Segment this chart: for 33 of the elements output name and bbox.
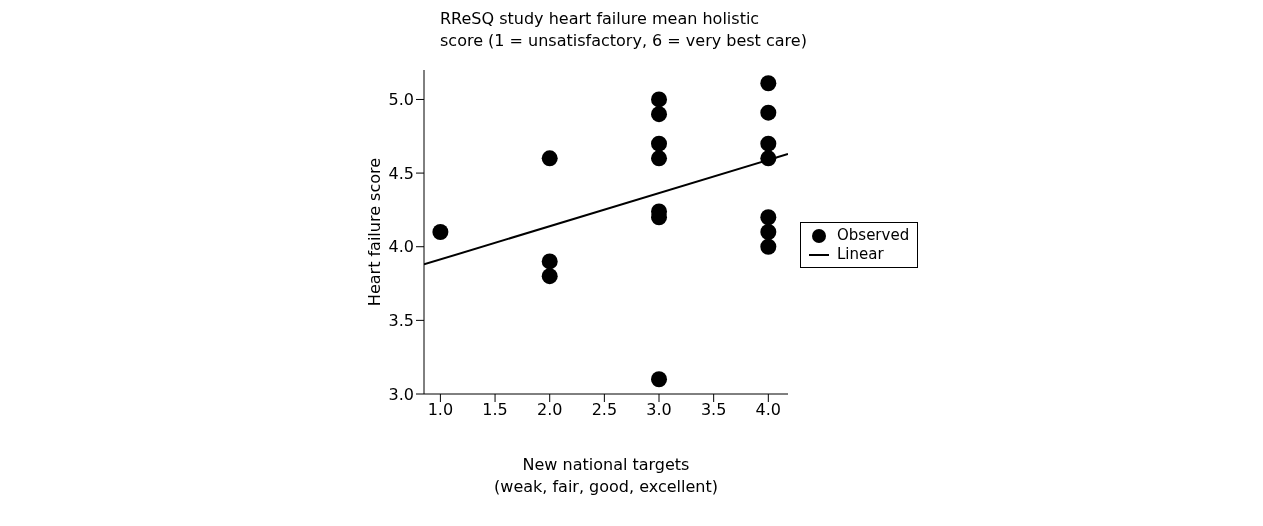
point [760,135,777,152]
x-tick-label: 2.0 [536,400,563,420]
point [541,150,558,167]
legend-label: Observed [837,226,910,245]
point [651,135,668,152]
point [432,224,449,240]
point [760,150,777,167]
legend-label: Linear [837,245,884,264]
x-axis-title: New national targets (weak, fair, good, excellent) [493,454,719,498]
x-tick-label: 3.5 [700,400,727,420]
chart-title: RReSQ study heart failure mean holistic score (1 = unsatisfactory, 6 = very best care) [440,8,807,52]
y-tick-label: 4.5 [388,163,414,183]
point [651,371,668,388]
point [651,150,668,167]
point [760,224,777,240]
point [760,75,777,92]
y-axis-title: Heart failure score [364,157,384,307]
point [651,106,668,123]
y-tick-label: 3.5 [388,311,414,331]
y-tick-label: 5.0 [388,90,414,110]
point [760,104,777,121]
point [541,253,558,270]
point [541,268,558,285]
x-tick-label: 1.5 [482,400,508,420]
x-tick-label: 4.0 [755,400,782,420]
x-tick-label: 3.0 [646,400,672,420]
x-tick-label: 2.5 [591,400,618,420]
point [760,238,777,255]
y-tick-label: 4.0 [388,237,414,257]
point [651,91,668,108]
point [760,209,777,226]
x-tick-label: 1.0 [427,400,454,420]
y-tick-label: 3.0 [388,384,414,404]
